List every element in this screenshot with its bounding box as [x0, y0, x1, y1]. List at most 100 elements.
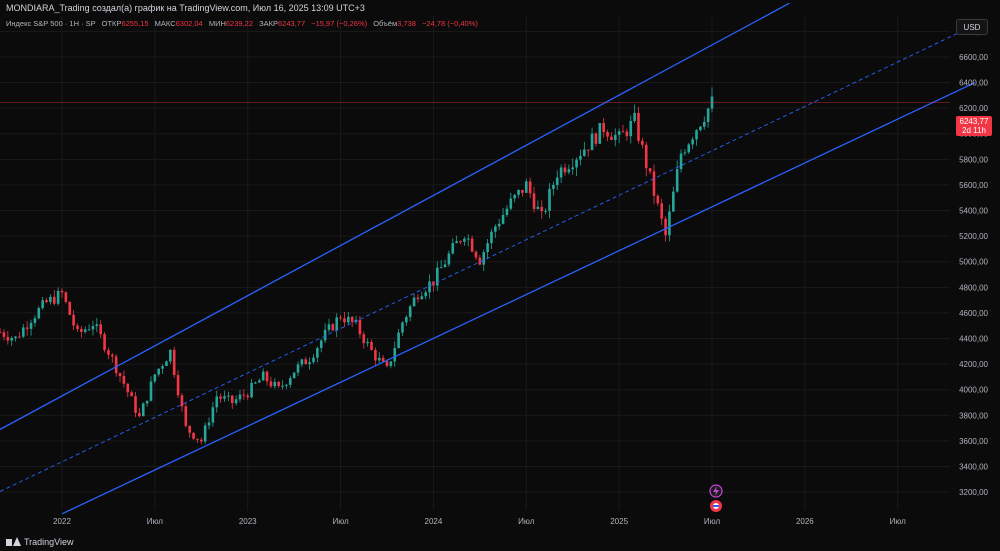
candle-body — [637, 112, 640, 141]
candle-body — [184, 406, 188, 426]
candle-body — [134, 396, 137, 413]
candle-body — [230, 395, 234, 404]
high-label: МАКС — [154, 19, 176, 28]
candle-body — [312, 357, 315, 363]
candle-body — [451, 243, 455, 254]
footer-brand[interactable]: TradingView — [24, 536, 74, 547]
candle-body — [153, 374, 157, 382]
low-value: 6239,22 — [225, 19, 254, 28]
candle-body — [501, 214, 505, 224]
candle-body — [702, 121, 706, 127]
candle-body — [269, 381, 273, 387]
candle-body — [594, 133, 598, 144]
candle-body — [45, 300, 48, 303]
candle-body — [428, 281, 431, 293]
candle-body — [474, 251, 478, 258]
candle-body — [49, 296, 52, 303]
candle-body — [118, 373, 122, 376]
candle-body — [521, 189, 524, 193]
candle-body — [176, 375, 180, 396]
candle-body — [14, 336, 17, 339]
footer: TradingView — [0, 532, 1000, 551]
candle-body — [157, 368, 161, 375]
chart-grid — [0, 16, 950, 510]
candle-body — [37, 308, 41, 319]
candle-body — [470, 238, 474, 252]
candle-body — [633, 112, 636, 122]
candle-body — [532, 193, 536, 210]
channel-lower-line — [61, 81, 976, 515]
time-tick-label: Июл — [332, 517, 349, 526]
candle-body — [103, 334, 106, 351]
candle-body — [408, 306, 412, 317]
price-tick-label: 4600,00 — [959, 309, 988, 318]
ohlc-legend: Индекс S&P 500 · 1Н · SP ОТКР6255,15 МАК… — [6, 19, 478, 28]
open-label: ОТКР — [101, 19, 122, 28]
candle-body — [416, 297, 420, 300]
price-tick-label: 4000,00 — [959, 386, 988, 395]
candle-body — [95, 324, 99, 327]
candle-body — [242, 394, 246, 396]
time-tick-label: 2022 — [53, 517, 71, 526]
candle-body — [536, 206, 540, 210]
close-value: 6243,77 — [278, 19, 306, 28]
candle-body — [169, 349, 172, 362]
candle-body — [196, 438, 199, 440]
candle-body — [610, 136, 613, 140]
candle-body — [563, 167, 567, 173]
price-tick-label: 6600,00 — [959, 53, 988, 62]
candle-body — [482, 252, 486, 265]
candle-body — [571, 167, 575, 170]
candle-body — [130, 392, 133, 397]
candle-body — [335, 317, 339, 331]
price-tick-label: 3200,00 — [959, 488, 988, 497]
candle-body — [258, 380, 261, 383]
price-tick-label: 3600,00 — [959, 437, 988, 446]
candle-body — [296, 364, 300, 373]
candle-body — [695, 130, 698, 140]
candle-body — [25, 327, 29, 329]
time-axis[interactable]: 2022 Июл 2023 Июл 2024 Июл 2025 Июл 2026 Июл — [53, 517, 906, 526]
price-tick-label: 3400,00 — [959, 462, 988, 471]
channel-upper-line — [0, 2, 790, 430]
candle-body — [10, 338, 14, 341]
candle-body — [590, 133, 594, 151]
candle-body — [246, 395, 250, 398]
candle-body — [122, 375, 126, 384]
currency-button[interactable]: USD — [956, 19, 988, 35]
candle-body — [432, 281, 435, 286]
candle-body — [68, 301, 72, 315]
candle-body — [80, 328, 83, 332]
price-tick-label: 5000,00 — [959, 258, 988, 267]
candle-body — [327, 324, 331, 330]
candle-body — [455, 241, 458, 244]
candle-body — [0, 332, 2, 334]
candle-body — [362, 334, 366, 344]
channel-lines — [0, 2, 976, 515]
candle-body — [343, 318, 346, 323]
price-tick-label: 5800,00 — [959, 155, 988, 164]
candle-body — [439, 267, 443, 269]
candle-body — [478, 257, 482, 265]
candle-body — [687, 144, 691, 153]
candle-body — [149, 381, 153, 401]
candle-body — [652, 171, 656, 196]
candle-body — [227, 395, 230, 397]
time-tick-label: 2026 — [796, 517, 814, 526]
candle-body — [459, 241, 462, 243]
channel-middle-line — [0, 24, 976, 492]
candle-body — [385, 361, 389, 366]
volume-change-value: −24,78 (−0,40%) — [421, 19, 478, 28]
symbol-label[interactable]: Индекс S&P 500 · 1Н · SP — [6, 19, 96, 28]
candle-body — [234, 399, 238, 404]
candle-body — [107, 350, 110, 355]
candle-body — [138, 412, 141, 417]
price-axis[interactable]: 3200,00 3400,00 3600,00 3800,00 4000,00 4200,… — [959, 27, 988, 497]
price-tick-label: 4800,00 — [959, 283, 988, 292]
candle-body — [29, 322, 33, 329]
earnings-event-icon-bar — [713, 505, 719, 507]
candle-body — [517, 189, 520, 195]
candle-body — [223, 396, 226, 399]
time-tick-label: Июл — [890, 517, 907, 526]
